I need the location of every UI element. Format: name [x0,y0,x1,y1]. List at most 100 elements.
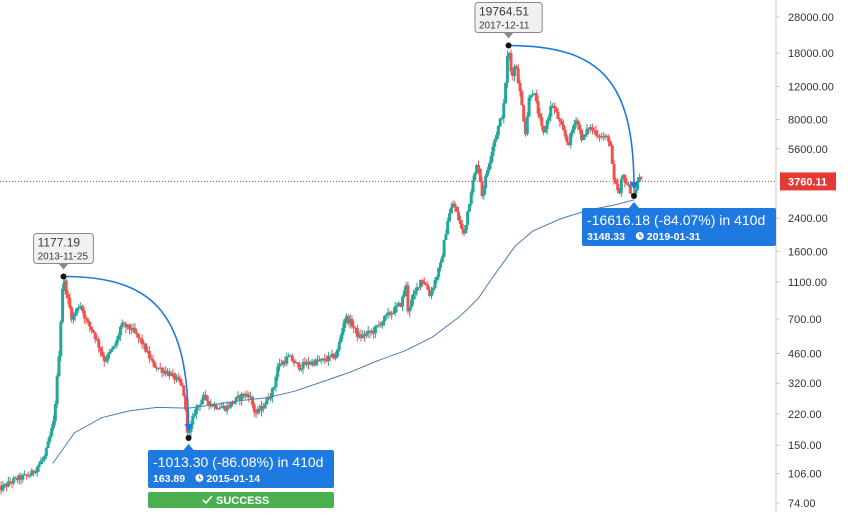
candle-body [0,486,3,491]
drawdown-arc [63,275,190,430]
peak-marker [60,273,67,280]
candle-body [419,279,423,288]
candle-body [6,481,10,487]
drawdown-change-label: -16616.18 (-84.07%) in 410d [587,212,765,228]
drawdown-arrowhead [184,423,193,432]
candle-body [527,97,531,117]
clock-icon-hands [198,475,202,480]
candle-body [406,285,410,312]
candle-body [556,111,560,120]
candle-body [269,397,273,400]
candle-body [153,362,157,368]
candle-body [491,146,495,156]
candle-body [294,362,298,364]
candle-body [460,224,464,230]
candle-body [218,407,222,409]
candle-body [90,326,94,331]
candle-body [415,287,419,292]
candle-body [162,370,166,373]
candle-body [182,385,186,396]
candle-body [435,276,439,280]
candle-body [169,373,173,377]
candle-body [146,350,150,352]
candle-body [137,333,141,338]
candle-body [482,188,486,196]
candle-body [191,415,195,425]
trough-marker [185,434,192,441]
candle-body [287,356,291,358]
candle-body [605,135,609,137]
candle-body [370,330,374,333]
candle-body [104,360,108,362]
price-axis-label: 12000.00 [788,81,834,93]
candle-body [464,224,468,234]
candle-body [236,395,240,398]
moving-average-line [52,199,635,464]
candle-body [175,376,179,380]
candle-body [428,289,432,296]
candle-body [323,358,327,361]
candle-body [390,312,394,315]
candle-body [249,396,253,398]
candle-body [240,393,244,400]
candle-body [346,316,350,324]
candle-body [30,470,34,476]
candle-body [451,203,455,208]
candle-body [404,285,408,291]
candle-body [160,367,164,373]
candle-body [84,317,88,320]
candle-body [243,393,247,397]
candle-body [496,126,500,135]
candle-body [422,281,426,285]
candle-body [61,288,65,323]
candle-body [285,357,289,364]
candle-body [610,145,614,164]
current-price-tag [780,172,836,191]
candle-body [328,355,332,357]
trough-price-label: 163.89 [153,473,185,485]
candle-body [339,335,343,343]
candle-body [120,322,124,327]
candle-body [283,361,287,364]
peak-date-label: 2017-12-11 [479,21,530,32]
candle-body [330,353,334,357]
candle-body [290,355,294,362]
candle-body [413,291,417,295]
candle-body [408,307,412,312]
candle-body [245,393,249,395]
candle-body [397,303,401,306]
candle-body [619,178,623,194]
candle-body [534,93,538,102]
candle-body [473,173,477,181]
drawdown-arrowhead [629,181,638,190]
success-badge-label: SUCCESS [216,495,269,507]
candle-body [429,290,433,296]
candle-body [637,177,641,182]
candle-body [621,175,625,179]
candle-body [281,361,285,365]
candle-body [312,361,316,366]
candle-body [254,411,258,414]
candle-body [118,326,122,336]
candle-body [590,127,594,131]
candle-body [250,396,254,405]
candle-body [350,318,354,327]
candle-body [321,358,325,360]
candle-body [256,408,260,414]
candle-body [299,368,303,370]
candle-body [493,139,497,147]
trough-marker [630,192,637,199]
candle-body [198,404,202,406]
candle-body [41,459,45,462]
candle-body [109,349,113,353]
candle-body [486,170,490,176]
candle-body [80,306,84,311]
candle-body [223,405,227,411]
candle-body [531,94,535,96]
candle-body [155,367,159,369]
candle-body [35,466,39,473]
candle-body [366,330,370,334]
trough-date-label: 2015-01-14 [206,473,260,485]
candle-body [628,184,632,194]
